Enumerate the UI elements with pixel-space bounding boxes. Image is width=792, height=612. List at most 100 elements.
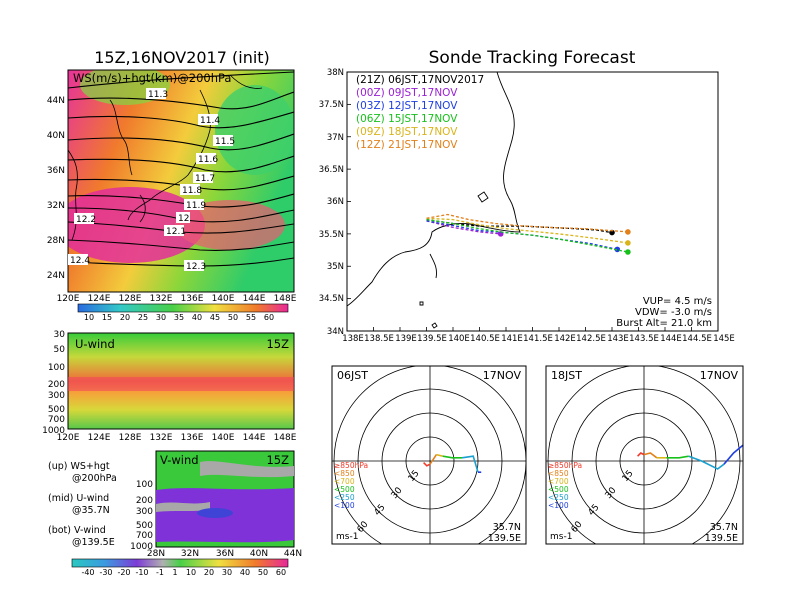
lat-tick-label: 28N xyxy=(47,236,65,246)
lat-tick-label: 34N xyxy=(327,327,344,337)
hodo-frame xyxy=(331,365,527,545)
colorbar-label: 60 xyxy=(264,313,274,322)
level-label: <850 xyxy=(334,469,355,478)
colorbar-label: 30 xyxy=(222,568,232,577)
tracking-lines xyxy=(426,213,631,255)
tracking-lon-ticks: 138E 138.5E 139E 139.5E 140E 140.5E 141E… xyxy=(342,334,735,344)
pressure-tick-label: 50 xyxy=(54,345,66,355)
speed-label: 30 xyxy=(604,486,619,501)
lat-tick-label: 24N xyxy=(47,271,65,281)
hodo-trace-segment xyxy=(723,444,744,465)
uwind-label: U-wind xyxy=(75,337,115,351)
pressure-tick-label: 1000 xyxy=(42,426,65,436)
hodo-units: ms-1 xyxy=(336,532,358,542)
legend-entry: (06Z) 15JST,17NOV xyxy=(356,113,458,125)
lon-tick-label: 141E xyxy=(501,334,523,344)
colorbar-label: 30 xyxy=(156,313,166,322)
hodo-time: 06JST xyxy=(337,369,368,382)
level-label: <250 xyxy=(334,493,355,502)
ws-jet-core-east xyxy=(175,200,285,250)
colorbar-label: 50 xyxy=(258,568,268,577)
track-line xyxy=(426,218,629,253)
ws-map-frame xyxy=(67,69,295,293)
v-colorbar xyxy=(71,558,289,568)
lon-tick-label: 136E xyxy=(181,294,204,304)
contour-label: 11.4 xyxy=(200,116,220,126)
lon-tick-label: 132E xyxy=(150,433,173,443)
ws-lat-ticks: 44N 40N 36N 32N 28N 24N xyxy=(47,96,65,281)
contour-label: 12.2 xyxy=(76,215,96,225)
ws-colorbar xyxy=(77,303,289,313)
colorbar-label: 10 xyxy=(186,568,196,577)
lat-tick-label: 34.5N xyxy=(319,294,344,304)
lat-tick-label: 40N xyxy=(250,549,268,559)
colorbar-label: 20 xyxy=(204,568,214,577)
lon-tick-label: 148E xyxy=(274,294,297,304)
colorbar-label: 45 xyxy=(210,313,220,322)
ws-colorbar-labels: 10 15 20 25 30 35 40 45 50 55 60 xyxy=(84,313,274,322)
pressure-tick-label: 100 xyxy=(48,363,65,373)
colorbar-label: -20 xyxy=(117,568,130,577)
contour-label: 11.3 xyxy=(148,90,168,100)
uwind-panel: U-wind 15Z 30 50 100 200 300 500 700 100… xyxy=(42,330,297,443)
lon-tick-label: 128E xyxy=(119,433,142,443)
contour-label: 11.8 xyxy=(182,186,202,196)
lat-tick-label: 36N xyxy=(327,197,344,207)
track-line xyxy=(426,213,628,233)
hodograph-18jst: 18JST 17NOV ≥850hPa <850 <700 <500 <250 … xyxy=(545,365,744,545)
ws-weak-area xyxy=(215,85,294,175)
lon-tick-label: 148E xyxy=(274,433,297,443)
lat-tick-label: 37.5N xyxy=(319,100,344,110)
level-label: <100 xyxy=(548,501,569,510)
lon-tick-label: 139E xyxy=(395,334,417,344)
contour-label: 12 xyxy=(178,214,189,224)
contour-label: 12.3 xyxy=(186,262,206,272)
lon-tick-label: 139.5E xyxy=(417,334,447,344)
contour-label: 11.5 xyxy=(215,137,235,147)
lon-tick-label: 124E xyxy=(88,294,111,304)
legend-entry: (00Z) 09JST,17NOV xyxy=(356,87,458,99)
legend-entry: (21Z) 06JST,17NOV2017 xyxy=(356,74,484,86)
ws-map-label: WS(m/s)+hgt(km)@200hPa xyxy=(73,71,231,85)
hodo-traces xyxy=(637,444,744,470)
track-landing-point xyxy=(625,229,631,235)
lat-tick-label: 44N xyxy=(284,549,302,559)
colorbar-label: -40 xyxy=(81,568,94,577)
lon-tick-label: 144.5E xyxy=(682,334,712,344)
lon-tick-label: 144E xyxy=(243,294,266,304)
hodo-rings xyxy=(332,366,526,544)
level-label: <850 xyxy=(548,469,569,478)
speed-label: 45 xyxy=(373,503,388,518)
lon-tick-label: 142.5E xyxy=(576,334,606,344)
lon-tick-label: 132E xyxy=(150,294,173,304)
uwind-jet-band xyxy=(68,377,294,391)
track-landing-point xyxy=(614,246,621,253)
hodo-location-lat: 35.7N xyxy=(493,522,521,533)
pressure-tick-label: 200 xyxy=(48,380,65,390)
hodo-location-lon: 139.5E xyxy=(705,533,738,544)
legend-line: (bot) V-wind xyxy=(48,525,106,536)
legend-entry: (09Z) 18JST,17NOV xyxy=(356,126,458,138)
legend-line: @139.5E xyxy=(72,537,115,548)
hodo-trace-segment xyxy=(461,455,479,473)
hodo-speed-labels: 15 30 45 60 xyxy=(570,469,636,535)
colorbar-label: -30 xyxy=(99,568,112,577)
hodo-speed-labels: 15 30 45 60 xyxy=(356,469,422,535)
colorbar-label: 1 xyxy=(172,568,177,577)
hodo-traces xyxy=(423,453,482,474)
level-label: <700 xyxy=(334,477,355,486)
lat-tick-label: 36N xyxy=(216,549,234,559)
hodo-date: 17NOV xyxy=(483,369,522,382)
speed-label: 15 xyxy=(407,469,422,484)
pressure-tick-label: 200 xyxy=(136,496,153,506)
colorbar-label: 15 xyxy=(102,313,112,322)
lon-tick-label: 136E xyxy=(181,433,204,443)
contour-label: 11.6 xyxy=(198,155,218,165)
hodo-trace-segment xyxy=(637,452,645,457)
pressure-tick-label: 700 xyxy=(48,415,65,425)
colorbar-label: 60 xyxy=(276,568,286,577)
level-label: <500 xyxy=(334,485,355,494)
lon-tick-label: 144E xyxy=(243,433,266,443)
vwind-lat-ticks: 28N 32N 36N 40N 44N xyxy=(147,549,302,559)
contour-label: 12.4 xyxy=(70,256,90,266)
